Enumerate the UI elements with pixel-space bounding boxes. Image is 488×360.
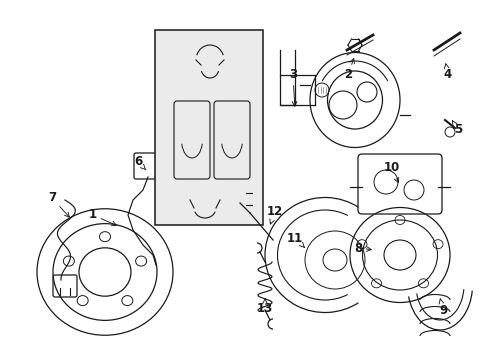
Text: 5: 5 — [451, 121, 461, 136]
Text: 11: 11 — [286, 231, 304, 247]
Text: 6: 6 — [134, 156, 145, 170]
Text: 2: 2 — [343, 59, 354, 81]
Text: 13: 13 — [256, 298, 273, 315]
Text: 12: 12 — [266, 206, 283, 224]
Text: 9: 9 — [438, 299, 446, 316]
Text: 7: 7 — [48, 192, 69, 217]
Text: 10: 10 — [383, 162, 399, 183]
Text: 8: 8 — [353, 242, 370, 255]
Text: 3: 3 — [288, 68, 296, 106]
Bar — [155, 30, 263, 225]
Text: 1: 1 — [89, 208, 116, 226]
Text: 4: 4 — [443, 64, 451, 81]
